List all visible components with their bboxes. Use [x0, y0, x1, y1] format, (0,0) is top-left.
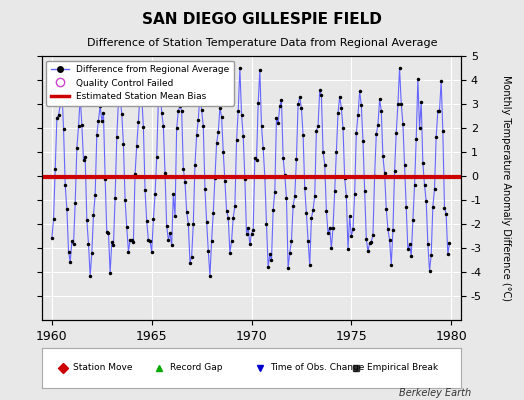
Text: Station Move: Station Move [73, 364, 133, 372]
Text: Difference of Station Temperature Data from Regional Average: Difference of Station Temperature Data f… [87, 38, 437, 48]
Text: SAN DIEGO GILLESPIE FIELD: SAN DIEGO GILLESPIE FIELD [142, 12, 382, 27]
Text: Berkeley Earth: Berkeley Earth [399, 388, 472, 398]
Legend: Difference from Regional Average, Quality Control Failed, Estimated Station Mean: Difference from Regional Average, Qualit… [47, 60, 234, 106]
Y-axis label: Monthly Temperature Anomaly Difference (°C): Monthly Temperature Anomaly Difference (… [501, 75, 511, 301]
Text: Empirical Break: Empirical Break [367, 364, 438, 372]
Text: Record Gap: Record Gap [170, 364, 222, 372]
Text: Time of Obs. Change: Time of Obs. Change [270, 364, 365, 372]
